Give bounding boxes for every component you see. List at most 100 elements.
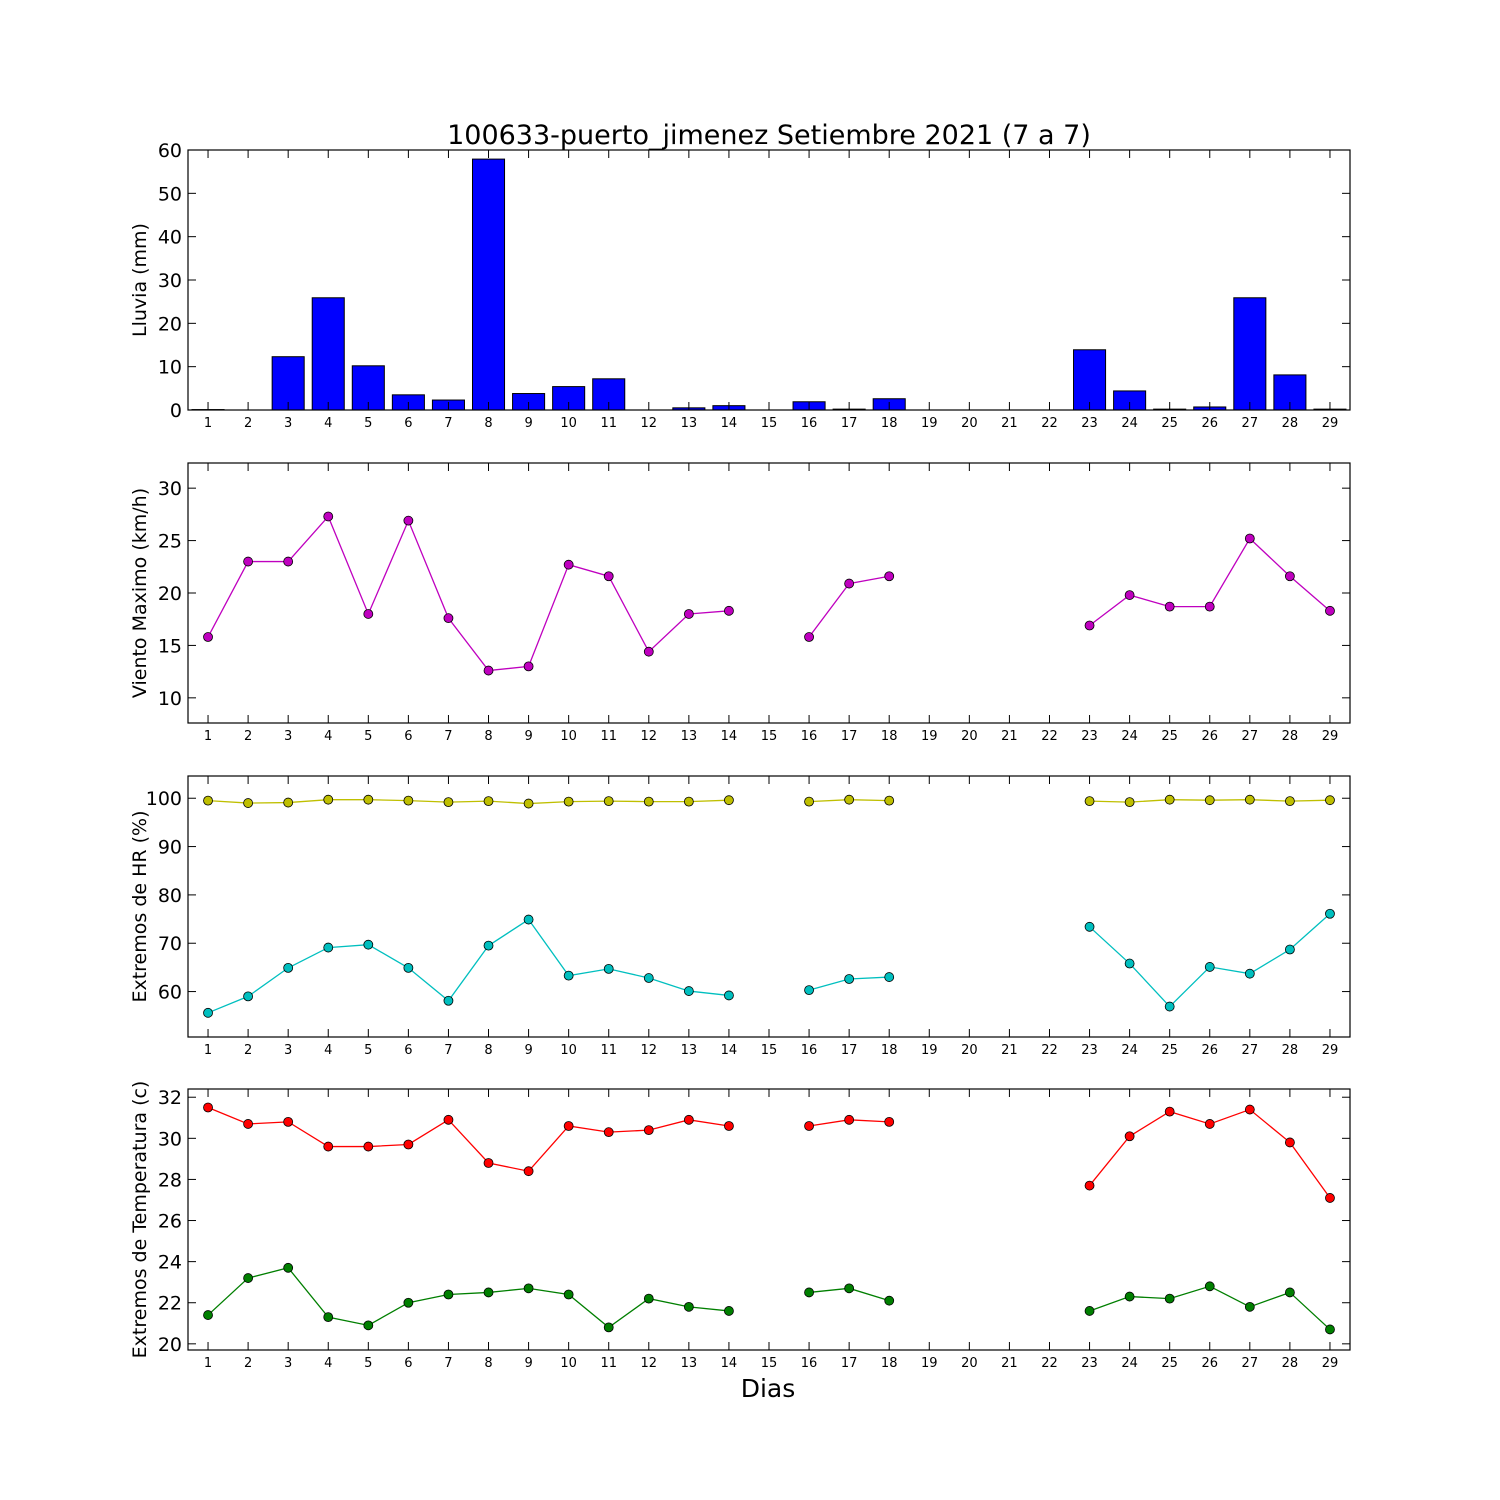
series-0-point-day-3 <box>283 556 294 567</box>
series-0-line <box>207 1106 730 1172</box>
x-tick-label: 15 <box>761 1356 778 1371</box>
x-tick-label: 10 <box>560 416 577 431</box>
series-1-point-day-25 <box>1164 1293 1175 1304</box>
series-1-point-day-23 <box>1084 1306 1095 1316</box>
x-tick-label: 16 <box>801 1043 818 1058</box>
series-1-point-day-24 <box>1124 1291 1135 1302</box>
series-0-point-day-6 <box>403 795 414 806</box>
x-tick-label: 17 <box>841 729 858 744</box>
x-tick-label: 4 <box>324 1043 332 1058</box>
x-tick-label: 15 <box>761 729 778 744</box>
x-tick-label: 7 <box>444 416 452 431</box>
series-0-point-day-7 <box>443 797 454 807</box>
series-0-point-day-10 <box>563 796 574 807</box>
series-0-point-day-14 <box>724 795 734 806</box>
panel-frame <box>187 775 1351 1038</box>
series-0-point-day-25 <box>1164 1106 1175 1117</box>
series-1-point-day-9 <box>523 1283 534 1294</box>
x-tick-label: 11 <box>600 1356 617 1371</box>
series-1-line <box>207 918 730 1014</box>
panel-frame <box>187 1088 1351 1351</box>
series-0-point-day-8 <box>483 796 494 807</box>
x-tick-label: 26 <box>1201 729 1218 744</box>
series-0-point-day-27 <box>1244 533 1255 544</box>
x-tick-label: 15 <box>761 416 778 431</box>
y-tick-label: 28 <box>158 1169 182 1191</box>
series-1-point-day-28 <box>1284 944 1295 955</box>
x-tick-label: 17 <box>841 416 858 431</box>
x-tick-label: 12 <box>641 729 658 744</box>
x-tick-label: 10 <box>560 1043 577 1058</box>
x-tick-label: 4 <box>324 416 332 431</box>
x-tick-label: 17 <box>841 1356 858 1371</box>
bar-day-23 <box>1073 349 1107 411</box>
series-0-point-day-25 <box>1164 794 1175 805</box>
series-1-point-day-25 <box>1164 1001 1175 1012</box>
x-tick-label: 21 <box>1001 729 1018 744</box>
x-tick-label: 10 <box>560 1356 577 1371</box>
y-tick-label: 24 <box>158 1252 182 1274</box>
y-tick-label: 70 <box>158 933 182 955</box>
y-tick-label: 26 <box>158 1211 182 1233</box>
x-tick-label: 23 <box>1081 1043 1098 1058</box>
series-0-point-day-26 <box>1204 795 1215 806</box>
series-0-point-day-11 <box>603 796 614 807</box>
series-0-point-day-12 <box>643 1125 654 1136</box>
x-tick-label: 23 <box>1081 416 1098 431</box>
y-tick-label: 20 <box>158 1334 182 1356</box>
x-tick-label: 24 <box>1121 416 1138 431</box>
series-0-point-day-6 <box>403 515 414 526</box>
series-0-point-day-9 <box>523 798 534 809</box>
x-tick-label: 19 <box>921 416 938 431</box>
x-tick-label: 5 <box>364 1356 372 1371</box>
series-1-point-day-2 <box>243 991 254 1002</box>
series-1-point-day-14 <box>724 990 734 1001</box>
series-0-line <box>207 515 729 672</box>
series-0-point-day-8 <box>483 1158 494 1168</box>
y-axis-label: Viento Maximo (km/h) <box>129 488 151 698</box>
x-tick-label: 14 <box>721 729 738 744</box>
x-tick-label: 1 <box>204 1043 212 1058</box>
series-0-point-day-5 <box>363 794 374 805</box>
x-tick-label: 29 <box>1322 729 1339 744</box>
x-tick-label: 1 <box>204 416 212 431</box>
x-tick-label: 20 <box>961 1043 978 1058</box>
series-1-point-day-28 <box>1284 1287 1295 1298</box>
series-0-point-day-29 <box>1325 605 1335 616</box>
x-tick-label: 11 <box>600 1043 617 1058</box>
x-tick-label: 27 <box>1242 729 1259 744</box>
x-tick-label: 29 <box>1322 416 1339 431</box>
x-tick-label: 3 <box>284 1043 292 1058</box>
x-axis-label: Dias <box>741 1374 796 1403</box>
series-0-point-day-13 <box>683 1114 694 1125</box>
series-1-point-day-5 <box>363 1320 374 1331</box>
series-0-point-day-4 <box>323 511 334 522</box>
x-tick-label: 29 <box>1322 1356 1339 1371</box>
x-tick-label: 26 <box>1201 1356 1218 1371</box>
y-axis-label: Extremos de HR (%) <box>129 810 151 1002</box>
series-1-point-day-6 <box>403 1297 414 1308</box>
x-tick-label: 12 <box>641 1043 658 1058</box>
x-tick-label: 3 <box>284 416 292 431</box>
y-tick-label: 22 <box>158 1293 182 1315</box>
x-tick-label: 20 <box>961 416 978 431</box>
series-1-point-day-27 <box>1244 968 1255 979</box>
y-tick-label: 10 <box>158 357 182 379</box>
series-0-point-day-11 <box>603 571 614 582</box>
series-1-point-day-8 <box>483 940 494 951</box>
series-0-point-day-2 <box>243 1119 254 1129</box>
series-0-point-day-13 <box>683 609 694 619</box>
x-tick-label: 19 <box>921 729 938 744</box>
x-tick-label: 4 <box>324 1356 332 1371</box>
series-1-point-day-4 <box>323 942 334 953</box>
x-tick-label: 12 <box>641 1356 658 1371</box>
series-1-point-day-10 <box>563 970 574 981</box>
x-tick-label: 16 <box>801 1356 818 1371</box>
y-axis-label: Extremos de Temperatura (c) <box>129 1081 151 1359</box>
series-1-point-day-1 <box>203 1007 213 1018</box>
series-0-line <box>1089 537 1331 627</box>
series-1-point-day-17 <box>844 974 855 984</box>
y-tick-label: 0 <box>170 400 182 422</box>
series-0-point-day-27 <box>1244 794 1255 805</box>
x-tick-label: 2 <box>244 1356 252 1371</box>
